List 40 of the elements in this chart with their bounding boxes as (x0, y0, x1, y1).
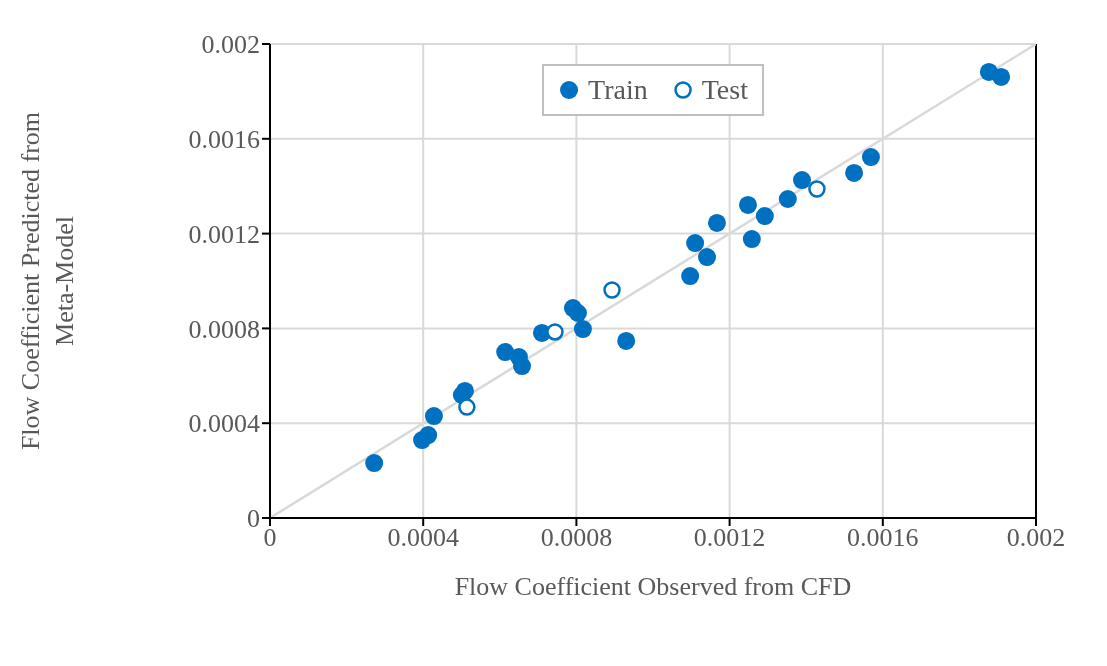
x-axis-title: Flow Coefficient Observed from CFD (453, 572, 853, 602)
point (458, 398, 476, 416)
point (365, 454, 384, 473)
point (792, 171, 811, 190)
point (742, 230, 761, 249)
point (546, 323, 564, 341)
point (845, 163, 864, 182)
point (738, 195, 757, 214)
point (755, 207, 774, 226)
x-tick-label: 0.0008 (540, 523, 613, 553)
y-tick-label: 0.0016 (188, 125, 260, 155)
x-tick-label: 0.002 (1006, 523, 1066, 553)
legend-label: Train (588, 74, 648, 106)
point (496, 343, 515, 362)
point (681, 267, 700, 286)
point (513, 357, 532, 376)
point (707, 213, 726, 232)
point (455, 381, 474, 400)
point (617, 331, 636, 350)
point (568, 304, 587, 322)
x-tick-label: 0.0004 (387, 523, 459, 553)
x-tick-label: 0.0016 (847, 523, 919, 553)
point (808, 180, 826, 198)
point (861, 148, 880, 167)
point (573, 320, 592, 339)
point (778, 190, 797, 208)
y-tick-label: 0.0012 (188, 219, 260, 249)
point (419, 426, 438, 445)
x-tick-label: 0.0012 (693, 523, 766, 553)
y-tick-label: 0.0008 (188, 314, 260, 344)
y-axis-title: Flow Coefficient Predicted from Meta-Model (15, 110, 80, 453)
y-tick-label: 0 (247, 504, 260, 534)
legend-label: Test (701, 74, 748, 106)
point (603, 281, 621, 299)
point (698, 248, 716, 267)
point (686, 234, 705, 253)
point (424, 407, 443, 426)
y-tick-label: 0.002 (201, 30, 260, 60)
y-tick-label: 0.0004 (188, 409, 260, 439)
point (992, 67, 1011, 86)
